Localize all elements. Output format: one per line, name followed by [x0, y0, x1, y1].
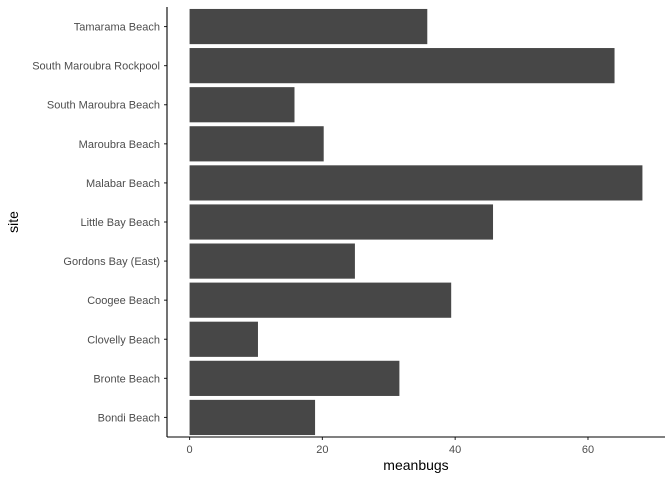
y-axis-title: site [5, 211, 21, 233]
y-tick-label: Maroubra Beach [79, 139, 160, 151]
y-tick-label: Tamarama Beach [74, 22, 160, 34]
bar-clovelly-beach [189, 321, 258, 357]
y-tick-label: Bondi Beach [98, 412, 160, 424]
x-tick-label: 20 [316, 444, 328, 456]
y-tick-label: Malabar Beach [86, 178, 160, 190]
bar-tamarama-beach [189, 8, 428, 45]
x-tick-label: 0 [187, 444, 193, 456]
bar-south-maroubra-rockpool [189, 48, 615, 84]
y-tick-label: South Maroubra Beach [47, 100, 160, 112]
bar-south-maroubra-beach [189, 87, 295, 123]
y-tick-label: South Maroubra Rockpool [32, 61, 160, 73]
y-tick-label: Gordons Bay (East) [63, 256, 160, 268]
x-tick-label: 40 [449, 444, 461, 456]
bar-bondi-beach [189, 399, 316, 436]
y-tick-label: Bronte Beach [93, 373, 160, 385]
bar-bronte-beach [189, 360, 400, 396]
bar-maroubra-beach [189, 126, 324, 162]
x-tick-label: 60 [582, 444, 594, 456]
y-tick-label: Little Bay Beach [81, 217, 161, 229]
bar-gordons-bay-east [189, 243, 355, 279]
bar-coogee-beach [189, 282, 452, 318]
x-axis-ticks: 0 20 40 60 [187, 437, 594, 456]
y-tick-label: Clovelly Beach [87, 334, 160, 346]
y-tick-label: Coogee Beach [87, 295, 160, 307]
bar-malabar-beach [189, 165, 643, 201]
bars-group [189, 8, 643, 436]
bar-little-bay-beach [189, 204, 494, 240]
x-axis-title: meanbugs [383, 457, 448, 473]
y-axis-labels: Bondi Beach Bronte Beach Clovelly Beach Coo… [32, 22, 167, 424]
